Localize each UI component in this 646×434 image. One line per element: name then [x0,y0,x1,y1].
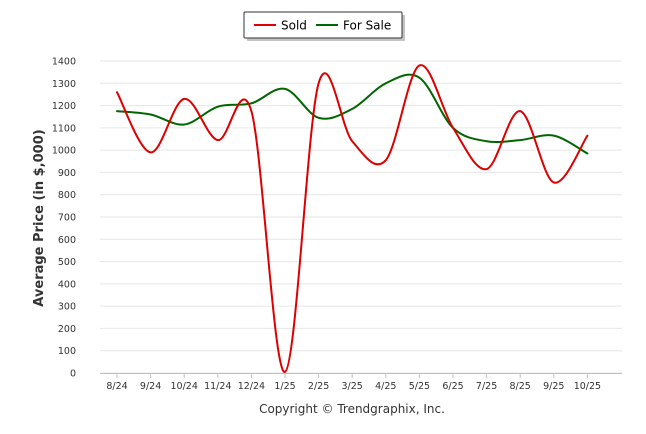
y-tick-label: 100 [58,346,76,357]
x-tick-label: 2/25 [308,381,329,392]
x-tick-label: 3/25 [342,381,363,392]
legend-item-sold[interactable]: Sold [254,19,307,33]
y-tick-label: 1000 [52,146,76,157]
y-tick-label: 300 [58,302,76,313]
y-tick-label: 1300 [52,79,76,90]
y-tick-label: 0 [70,369,76,380]
x-tick-label: 10/24 [171,381,198,392]
legend-label: For Sale [343,19,391,33]
y-tick-label: 700 [58,213,76,224]
y-tick-label: 900 [58,168,76,179]
y-tick-label: 1100 [52,123,76,134]
gridlines [100,60,622,374]
x-tick-label: 9/25 [543,381,564,392]
y-tick-label: 200 [58,324,76,335]
y-tick-label: 400 [58,279,76,290]
y-tick-label: 600 [58,235,76,246]
legend[interactable]: Sold For Sale [243,11,405,41]
y-tick-label: 500 [58,257,76,268]
y-tick-labels: 0 100 200 300 400 500 600 700 800 900 1000 1100 1200… [52,57,76,380]
copyright-text: Copyright © Trendgraphix, Inc. [259,402,445,416]
x-tick-label: 11/24 [204,381,231,392]
x-tick-label: 7/25 [476,381,497,392]
series-line-for-sale [116,73,589,155]
x-tick-label: 8/24 [106,381,127,392]
series-lines [116,64,589,373]
x-tick-label: 9/24 [140,381,161,392]
y-tick-label: 1200 [52,101,76,112]
series-line-sold [116,64,589,373]
x-tick-label: 6/25 [442,381,463,392]
y-tick-label: 1400 [52,57,76,68]
x-tick-label: 10/25 [574,381,601,392]
legend-item-for-sale[interactable]: For Sale [316,19,391,33]
axes [100,373,622,378]
legend-label: Sold [281,19,307,33]
x-tick-label: 1/25 [274,381,295,392]
y-tick-label: 800 [58,190,76,201]
x-tick-label: 12/24 [238,381,265,392]
x-tick-label: 4/25 [375,381,396,392]
y-axis-title: Average Price (in $,000) [32,129,47,306]
x-tick-label: 8/25 [510,381,531,392]
x-tick-label: 5/25 [409,381,430,392]
x-tick-labels: 8/24 9/24 10/24 11/24 12/24 1/25 2/25 3/25 4/25 5… [106,381,601,392]
